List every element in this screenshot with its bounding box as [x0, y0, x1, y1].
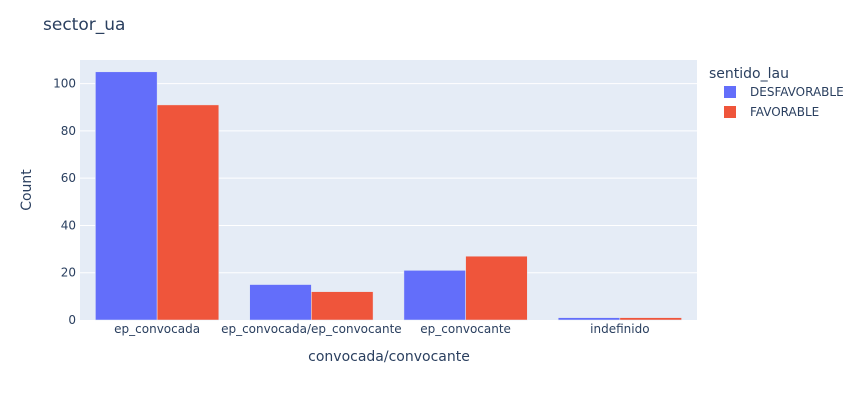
bar-desfavorable-2 [403, 270, 466, 321]
x-tick-label: ep_convocada [114, 322, 200, 336]
y-axis-ticks: 0 20 40 60 80 100 [53, 77, 76, 327]
x-axis-title: convocada/convocante [308, 349, 470, 365]
chart-title: sector_ua [43, 15, 125, 35]
x-tick-label: ep_convocada/ep_convocante [221, 322, 402, 336]
y-axis-title: Count [19, 169, 35, 211]
y-tick-label: 0 [68, 313, 76, 327]
x-tick-label: ep_convocante [420, 322, 511, 336]
bar-favorable-3 [619, 317, 682, 321]
legend-label: DESFAVORABLE [750, 85, 844, 99]
y-tick-label: 100 [53, 77, 76, 91]
legend-title: sentido_lau [709, 66, 789, 82]
legend-label: FAVORABLE [750, 105, 819, 119]
bar-desfavorable-0 [95, 71, 158, 321]
legend-swatch [724, 86, 736, 98]
bar-desfavorable-1 [249, 284, 312, 321]
bar-favorable-0 [156, 104, 220, 321]
y-tick-label: 20 [61, 266, 76, 280]
y-tick-label: 60 [61, 171, 76, 185]
x-tick-label: indefinido [590, 322, 649, 336]
legend-swatch [724, 106, 736, 118]
legend: sentido_lau DESFAVORABLE FAVORABLE [709, 66, 844, 119]
bar-favorable-2 [465, 255, 528, 321]
y-tick-label: 40 [61, 218, 76, 232]
y-tick-label: 80 [61, 124, 76, 138]
bar-favorable-1 [311, 291, 374, 321]
legend-items: DESFAVORABLE FAVORABLE [724, 85, 844, 119]
bar-desfavorable-3 [557, 317, 621, 321]
bars [95, 71, 682, 321]
x-axis-ticks: ep_convocada ep_convocada/ep_convocante ep… [114, 322, 649, 336]
